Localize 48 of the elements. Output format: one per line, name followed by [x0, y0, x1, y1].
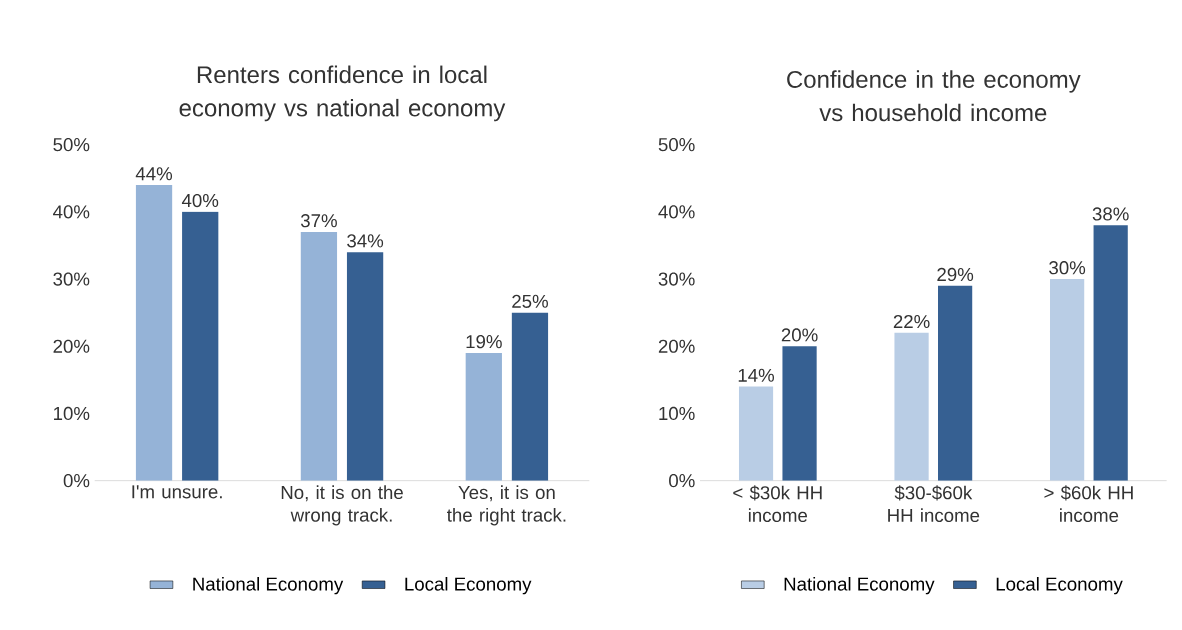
y-tick-label: 30% [658, 272, 695, 286]
y-tick-label: 10% [54, 406, 90, 421]
legend-label: National Economy [193, 576, 344, 595]
bar [511, 312, 549, 481]
data-label: 40% [181, 193, 219, 208]
bar [300, 232, 338, 481]
data-label: 34% [347, 234, 384, 248]
data-label: 30% [1049, 261, 1086, 275]
x-tick-label: < $30k HH income [733, 485, 822, 523]
data-label: 20% [781, 328, 818, 342]
x-tick-label: I'm unsure. [132, 485, 222, 499]
bar [182, 211, 219, 481]
legend-label: Local Economy [996, 576, 1123, 595]
bar [782, 346, 817, 481]
y-tick-label: 50% [658, 138, 695, 152]
y-tick-label: 0% [669, 474, 695, 488]
data-label: 14% [738, 368, 775, 382]
x-tick-label: Yes, it is on the right track. [447, 485, 566, 526]
bar [1050, 279, 1085, 481]
y-tick-label: 40% [658, 205, 695, 219]
data-label: 38% [1092, 207, 1129, 221]
data-label: 37% [300, 214, 337, 228]
y-tick-label: 30% [53, 272, 90, 286]
y-tick-label: 20% [53, 339, 90, 353]
chart-title: Renters confidence in local economy vs national economy [179, 65, 506, 122]
bar [346, 252, 384, 481]
x-tick-label: No, it is on the wrong track. [281, 485, 403, 526]
chart-title: Confidence in the economy vs household income [787, 70, 1081, 122]
data-label: 25% [512, 294, 548, 308]
bar [135, 184, 173, 481]
x-tick-label: $30-$60k HH income [888, 485, 980, 523]
data-label: 29% [937, 267, 974, 282]
y-tick-label: 20% [658, 339, 695, 353]
y-tick-label: 40% [53, 205, 90, 219]
legend-label: National Economy [784, 576, 935, 595]
y-tick-label: 50% [53, 138, 90, 152]
y-tick-label: 0% [63, 474, 90, 488]
bar [938, 285, 973, 481]
x-tick-label: > $60k HH income [1044, 485, 1133, 523]
data-label: 44% [135, 167, 173, 181]
legend-label: Local Economy [405, 576, 532, 595]
bar [465, 352, 502, 481]
y-tick-label: 10% [659, 406, 695, 421]
bar [894, 332, 929, 481]
data-label: 19% [466, 335, 502, 349]
data-label: 22% [893, 314, 930, 329]
bar [738, 386, 774, 481]
bar [1093, 225, 1128, 481]
